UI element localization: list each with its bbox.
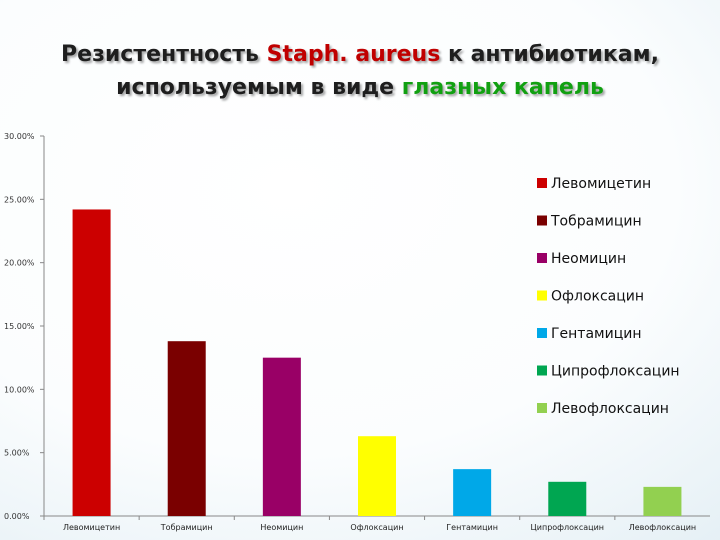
category-label: Тобрамицин [160, 523, 213, 532]
legend-label: Офлоксацин [551, 289, 644, 305]
category-label: Ципрофлоксацин [531, 523, 604, 532]
y-tick-label: 5.00% [4, 449, 30, 458]
bar-4 [358, 436, 396, 516]
bar-5 [453, 469, 492, 516]
category-labels: Левомицетин Тобрамицин Неомицин Офлоксацин Г… [63, 523, 696, 532]
bar-7 [643, 486, 682, 516]
legend-label: Левомицетин [551, 176, 651, 192]
category-label: Неомицин [260, 523, 303, 532]
legend-swatch [537, 290, 547, 301]
legend-swatch [537, 215, 547, 226]
y-tick-label: 10.00% [4, 385, 35, 394]
legend-label: Ципрофлоксацин [551, 364, 680, 380]
y-tick-label: 25.00% [4, 195, 35, 204]
bar-1 [72, 209, 111, 516]
category-label: Левофлоксацин [629, 523, 696, 532]
category-label: Левомицетин [63, 523, 120, 532]
title-segment: Резистентность [61, 42, 267, 67]
title-line-1: Резистентность Staph. aureus к антибиоти… [0, 38, 720, 71]
legend-label: Гентамицин [551, 326, 641, 342]
legend-swatch [537, 365, 547, 376]
title-segment: Staph. aureus [266, 42, 441, 67]
legend-swatch [537, 178, 547, 188]
title-segment: глазных капель [401, 75, 604, 100]
category-label: Гентамицин [446, 523, 498, 532]
legend-swatch [537, 403, 547, 413]
legend-label: Тобрамицин [550, 214, 642, 230]
y-tick-label: 20.00% [4, 259, 35, 268]
bar-2 [167, 341, 206, 516]
y-tick-label: 0.00% [4, 512, 30, 521]
chart-bars [72, 209, 682, 516]
title-line-2: используемым в виде глазных капель [0, 71, 720, 104]
title-segment: используемым в виде [116, 75, 402, 100]
bar-3 [262, 357, 301, 516]
slide-title: Резистентность Staph. aureus к антибиоти… [0, 38, 720, 104]
title-segment: к антибиотикам, [440, 42, 659, 67]
chart-legend: Левомицетин Тобрамицин Неомицин Офлоксацин Г… [537, 176, 680, 417]
bar-6 [548, 481, 587, 516]
legend-swatch [537, 328, 547, 338]
y-tick-label: 30.00% [4, 132, 35, 141]
category-label: Офлоксацин [350, 523, 403, 532]
y-tick-label: 15.00% [4, 322, 35, 331]
legend-swatch [537, 253, 547, 263]
legend-label: Неомицин [551, 251, 626, 267]
legend-label: Левофлоксацин [551, 401, 669, 417]
